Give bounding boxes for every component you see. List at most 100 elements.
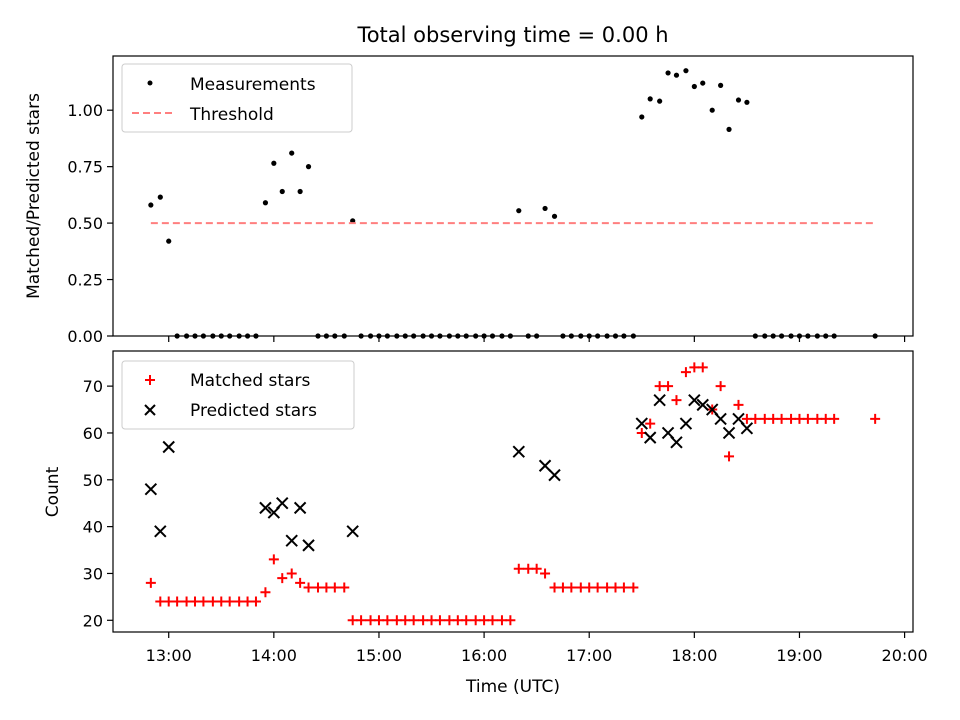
matched-stars-point: [329, 582, 340, 593]
top-axes-frame: [112, 55, 914, 337]
bottom-legend: Matched stars Predicted stars: [121, 360, 355, 430]
matched-stars-point: [426, 615, 437, 626]
matched-stars-point: [680, 367, 691, 378]
matched-stars-point: [531, 563, 542, 574]
bottom-y-tick-label: 50: [83, 471, 103, 490]
matched-stars-point: [802, 413, 813, 424]
measurements-point: [639, 114, 645, 120]
bottom-legend-box: [121, 360, 355, 430]
matched-stars-point: [452, 615, 463, 626]
measurements-point: [262, 200, 269, 206]
predicted-stars-point: [696, 398, 709, 412]
measurements-point: [516, 208, 522, 214]
measurements-point: [709, 107, 715, 113]
measurements-point: [657, 98, 663, 104]
top-y-tick-label: 1.00: [67, 101, 103, 120]
measurements-point: [289, 150, 295, 156]
matched-stars-point: [610, 582, 621, 593]
x-tick-label: 14:00: [251, 646, 297, 665]
matched-stars-point: [750, 413, 761, 424]
matched-stars-point: [189, 596, 200, 607]
legend-measurements-marker: [147, 80, 153, 86]
matched-stars-point: [697, 362, 708, 373]
matched-stars-point: [234, 596, 245, 607]
matched-stars-point: [549, 582, 560, 593]
legend-predicted-marker: [144, 404, 156, 416]
matched-stars-point: [663, 381, 674, 392]
top-ticks: 0.00 0.25 0.50 0.75 1.00: [67, 101, 906, 346]
matched-stars-point: [321, 582, 332, 593]
bottom-y-tick-label: 60: [83, 424, 103, 443]
predicted-stars-point: [276, 497, 289, 510]
bottom-y-tick-label: 20: [83, 611, 103, 630]
predicted-stars-point: [162, 440, 175, 454]
matched-stars-point: [487, 615, 498, 626]
predicted-stars-point: [670, 436, 683, 449]
matched-stars-point: [356, 615, 367, 626]
matched-stars-point: [496, 615, 507, 626]
matched-stars-point: [584, 582, 595, 593]
measurements-point: [297, 188, 303, 195]
matched-stars-point: [250, 596, 261, 607]
matched-stars-point: [277, 573, 288, 584]
matched-stars-point: [566, 582, 577, 593]
matched-stars-point: [592, 582, 603, 593]
bottom-y-tick-label: 70: [83, 377, 103, 396]
measurements-point: [279, 188, 285, 195]
matched-stars-point: [479, 615, 490, 626]
measurements-point: [157, 194, 163, 200]
bottom-y-axis-label: Count: [43, 466, 63, 517]
predicted-stars-point: [714, 412, 727, 426]
predicted-stars-point: [643, 431, 657, 444]
matched-stars-point: [303, 582, 314, 593]
predicted-stars-point: [512, 445, 525, 458]
matched-stars-point: [347, 615, 358, 626]
matched-stars-point: [224, 596, 235, 607]
matched-stars-point: [724, 451, 735, 462]
legend-predicted-label: Predicted stars: [190, 401, 317, 421]
matched-stars-point: [768, 413, 779, 424]
matched-stars-point: [654, 381, 665, 392]
bottom-ticks: 20 30 40 50 60 70 13:00 14:00 15:00 16:00 17:00 18:…: [83, 377, 928, 665]
bottom-plot-area: [144, 362, 881, 626]
measurements-point: [700, 80, 706, 86]
top-legend-box: [121, 63, 353, 133]
top-y-tick-label: 0.75: [67, 158, 103, 177]
predicted-stars-point: [688, 393, 701, 407]
x-tick-label: 20:00: [882, 646, 928, 665]
matched-stars-point: [689, 362, 700, 373]
matched-stars-point: [408, 615, 419, 626]
matched-stars-point: [444, 615, 455, 626]
matched-stars-point: [382, 615, 393, 626]
predicted-stars-point: [259, 501, 272, 515]
matched-stars-point: [812, 413, 823, 424]
predicted-stars-point: [144, 482, 158, 496]
predicted-stars-point: [346, 525, 359, 538]
measurements-point: [718, 82, 724, 88]
matched-stars-point: [715, 381, 726, 392]
predicted-stars-point: [679, 417, 693, 430]
matched-stars-point: [776, 413, 787, 424]
matched-stars-point: [391, 615, 402, 626]
matched-stars-point: [820, 413, 831, 424]
measurements-point: [166, 238, 172, 244]
matched-stars-point: [418, 615, 429, 626]
matched-stars-point: [759, 413, 770, 424]
matched-stars-point: [870, 413, 881, 424]
x-tick-label: 17:00: [566, 646, 612, 665]
matched-stars-point: [155, 596, 166, 607]
predicted-stars-point: [740, 422, 754, 435]
matched-stars-point: [505, 615, 516, 626]
measurements-point: [647, 96, 653, 102]
predicted-stars-point: [635, 417, 648, 430]
matched-stars-point: [400, 615, 411, 626]
legend-matched-marker: [145, 375, 155, 385]
measurements-point: [665, 70, 671, 76]
matched-stars-point: [260, 587, 271, 598]
x-tick-label: 13:00: [146, 646, 192, 665]
matched-stars-point: [733, 399, 744, 410]
matched-stars-point: [207, 596, 218, 607]
bottom-y-tick-label: 30: [83, 564, 103, 583]
matched-stars-point: [172, 596, 183, 607]
matched-stars-point: [242, 596, 253, 607]
